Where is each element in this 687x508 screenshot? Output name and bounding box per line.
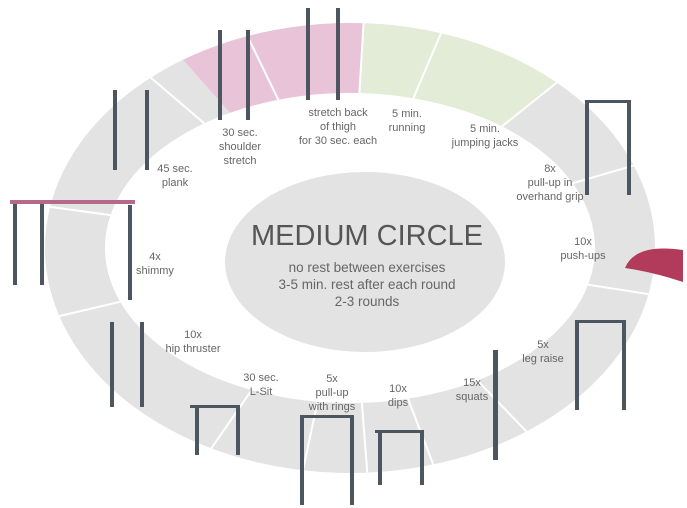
station-label: 10x xyxy=(184,329,202,341)
station-label: overhand grip xyxy=(516,191,583,203)
station-label: 5x xyxy=(537,339,549,351)
station-label: stretch xyxy=(223,155,256,167)
note: 2-3 rounds xyxy=(335,294,400,309)
station-label: 45 sec. xyxy=(157,163,192,175)
note: no rest between exercises xyxy=(289,260,446,275)
station-label: shimmy xyxy=(136,265,174,277)
station-label: stretch back xyxy=(308,107,368,119)
station-label: with rings xyxy=(308,401,356,413)
station-label: 10x xyxy=(389,383,407,395)
station-label: leg raise xyxy=(522,353,564,365)
station-label: 8x xyxy=(544,163,556,175)
station-label: shoulder xyxy=(219,141,262,153)
station-label: 4x xyxy=(149,251,161,263)
station-label: push-ups xyxy=(560,250,606,262)
station-label: jumping jacks xyxy=(451,137,519,149)
station-label: for 30 sec. each xyxy=(299,135,377,147)
station-label: pull-up in xyxy=(528,177,573,189)
station-label: 15x xyxy=(463,377,481,389)
station-label: running xyxy=(389,122,426,134)
station-label: hip thruster xyxy=(165,343,220,355)
station-label: 30 sec. xyxy=(222,127,257,139)
station-label: 30 sec. xyxy=(243,372,278,384)
station-label: L-Sit xyxy=(250,386,273,398)
title: MEDIUM CIRCLE xyxy=(251,220,483,252)
station-label: pull-up xyxy=(315,387,348,399)
station-label: 5 min. xyxy=(470,123,500,135)
station-label: 5 min. xyxy=(392,108,422,120)
station-label: of thigh xyxy=(320,121,356,133)
station-label: dips xyxy=(388,397,409,409)
station-label: plank xyxy=(162,177,189,189)
note: 3-5 min. rest after each round xyxy=(278,277,455,292)
circuit-diagram: MEDIUM CIRCLE no rest between exercises 3… xyxy=(0,0,687,508)
station-label: 10x xyxy=(574,236,592,248)
station-label: 5x xyxy=(326,373,338,385)
station-label: squats xyxy=(456,391,489,403)
